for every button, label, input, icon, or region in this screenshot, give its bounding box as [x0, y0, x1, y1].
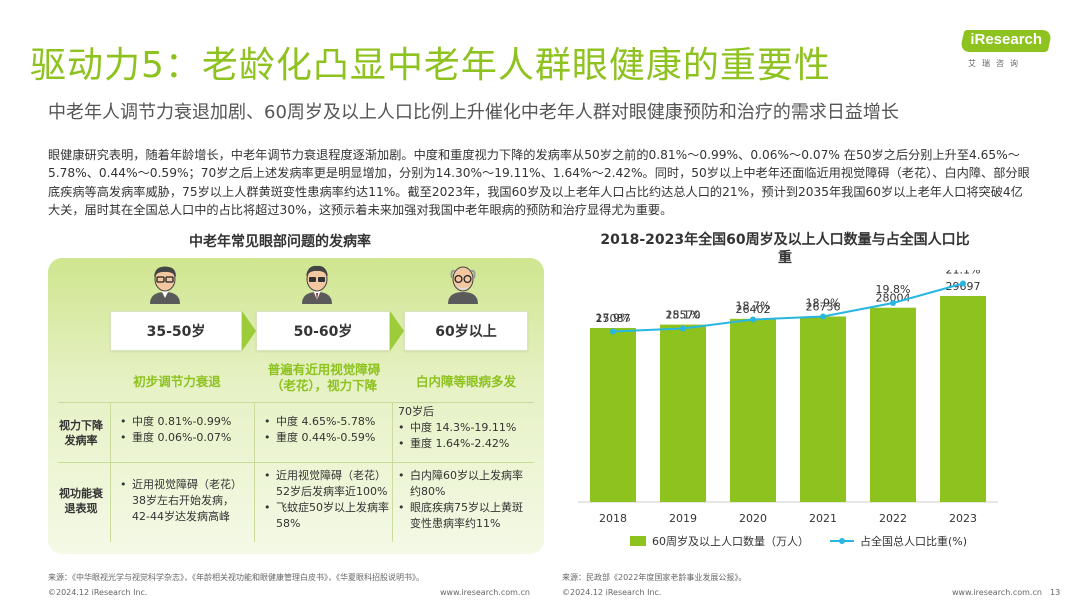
intro-paragraph: 眼健康研究表明，随着年龄增长，中老年调节力衰退程度逐渐加剧。中度和重度视力下降的…: [48, 148, 1030, 218]
rate-item: 中度 0.81%-0.99%: [120, 414, 250, 430]
bar-2022: [870, 307, 916, 502]
function-item: 飞蚊症50岁以上发病率58%: [264, 500, 390, 532]
x-tick-label: 2018: [599, 512, 627, 525]
bar-value-label: 25087: [596, 312, 631, 325]
left-panel-title: 中老年常见眼部问题的发病率: [189, 234, 371, 250]
rate-item: 重度 0.06%-0.07%: [120, 430, 250, 446]
bar-2020: [730, 318, 776, 502]
ratio-point: [750, 316, 756, 323]
age-ribbon-60-plus: 60岁以上: [404, 311, 528, 351]
row-label-function-decline: 视功能衰退表现: [59, 487, 103, 515]
bar-2023: [940, 295, 986, 502]
bar-2018: [590, 327, 636, 502]
legend-bar-label: 60周岁及以上人口数量（万人）: [652, 534, 809, 548]
row-label-vision-decline: 视力下降发病率: [59, 419, 103, 447]
ratio-value-label: 18.7%: [736, 300, 771, 313]
ratio-point: [680, 325, 686, 332]
function-item: 近用视觉障碍（老花）52岁后发病率近100%: [264, 468, 390, 500]
source-note-right: 来源：民政部《2022年度国家老龄事业发展公报》。: [562, 573, 747, 582]
rate-item: 中度 14.3%-19.11%: [398, 420, 532, 436]
rate-cell-35-50: 中度 0.81%-0.99% 重度 0.06%-0.07%: [120, 414, 250, 446]
divider: [58, 462, 534, 463]
x-tick-label: 2019: [669, 512, 697, 525]
function-item: 近用视觉障碍（老花）38岁左右开始发病，42-44岁达发病高峰: [120, 477, 248, 525]
ratio-value-label: 21.1%: [946, 270, 981, 277]
age-ribbon-35-50: 35-50岁: [110, 311, 242, 351]
bar-value-label: 25570: [666, 309, 701, 322]
stage-label: 白内障等眼病多发: [415, 374, 516, 389]
function-item: 白内障60岁以上发病率约80%: [398, 468, 532, 500]
stage-label: 普遍有近用视觉障碍（老花），视力下降: [267, 362, 381, 393]
legend-bar-swatch: [630, 536, 646, 546]
rate-item: 中度 4.65%-5.78%: [264, 414, 390, 430]
chevron-arrow: [242, 311, 256, 351]
ratio-line: [612, 282, 964, 333]
x-tick-label: 2021: [809, 512, 837, 525]
divider: [110, 402, 111, 542]
copyright-left: ©2024.12 iResearch Inc.: [48, 588, 148, 597]
bar-2019: [660, 324, 706, 502]
older-person-icon: [302, 265, 332, 304]
rate-cell-50-60: 中度 4.65%-5.78% 重度 0.44%-0.59%: [264, 414, 390, 446]
middle-aged-person-icon: [150, 266, 180, 304]
ratio-point: [890, 300, 896, 306]
bar-value-label: 26736: [806, 301, 841, 314]
age-ribbon-50-60: 50-60岁: [256, 311, 390, 351]
legend-line-marker: [839, 538, 845, 544]
function-cell-60-plus: 白内障60岁以上发病率约80% 眼底疾病75岁以上黄斑变性患病率约11%: [398, 468, 532, 532]
ratio-value-label: 19.8%: [876, 283, 911, 296]
function-cell-50-60: 近用视觉障碍（老花）52岁后发病率近100% 飞蚊症50岁以上发病率58%: [264, 468, 390, 532]
logo-text: iResearch: [970, 31, 1043, 48]
ratio-point: [820, 313, 826, 320]
divider: [254, 402, 255, 542]
population-chart: 2508720182557020192640220202673620212800…: [578, 270, 998, 548]
stage-label: 初步调节力衰退: [133, 374, 221, 389]
elderly-person-icon: [448, 266, 478, 304]
bar-value-label: 26402: [736, 303, 771, 316]
ratio-point: [610, 328, 616, 335]
divider: [392, 402, 393, 542]
x-tick-label: 2023: [949, 512, 977, 525]
page-number: 13: [1050, 588, 1061, 597]
divider: [58, 402, 534, 403]
chevron-arrow: [390, 311, 404, 351]
rate-item: 重度 0.44%-0.59%: [264, 430, 390, 446]
rate-cell-60-plus: 70岁后 中度 14.3%-19.11% 重度 1.64%-2.42%: [398, 404, 532, 452]
function-item: 眼底疾病75岁以上黄斑变性患病率约11%: [398, 500, 532, 532]
url-right: www.iresearch.com.cn: [952, 588, 1042, 597]
chart-title: 2018-2023年全国60周岁及以上人口数量与占全国人口比重: [600, 232, 970, 266]
function-cell-35-50: 近用视觉障碍（老花）38岁左右开始发病，42-44岁达发病高峰: [120, 477, 248, 525]
rate-item: 重度 1.64%-2.42%: [398, 436, 532, 452]
ratio-value-label: 18.9%: [806, 297, 841, 310]
ratio-point: [960, 280, 966, 287]
url-left: www.iresearch.com.cn: [440, 588, 530, 597]
ratio-value-label: 18.1%: [666, 309, 701, 322]
page-title: 驱动力5：老龄化凸显中老年人群眼健康的重要性: [30, 45, 831, 86]
iresearch-logo: iResearch 艾瑞咨询: [959, 30, 1053, 70]
legend-line-label: 占全国总人口比重(%): [860, 534, 967, 548]
x-tick-label: 2022: [879, 512, 907, 525]
ratio-value-label: 17.9%: [596, 312, 631, 325]
logo-subtext: 艾瑞咨询: [968, 59, 1024, 68]
x-tick-label: 2020: [739, 512, 767, 525]
bar-2021: [800, 316, 846, 502]
page-subtitle: 中老年人调节力衰退加剧、60周岁及以上人口比例上升催化中老年人群对眼健康预防和治…: [48, 102, 899, 123]
copyright-right: ©2024.12 iResearch Inc.: [562, 588, 662, 597]
rate-note: 70岁后: [398, 405, 434, 418]
source-note-left: 来源：《中华眼视光学与视觉科学杂志》，《年龄相关视功能和眼健康管理白皮书》，《华…: [48, 573, 424, 582]
